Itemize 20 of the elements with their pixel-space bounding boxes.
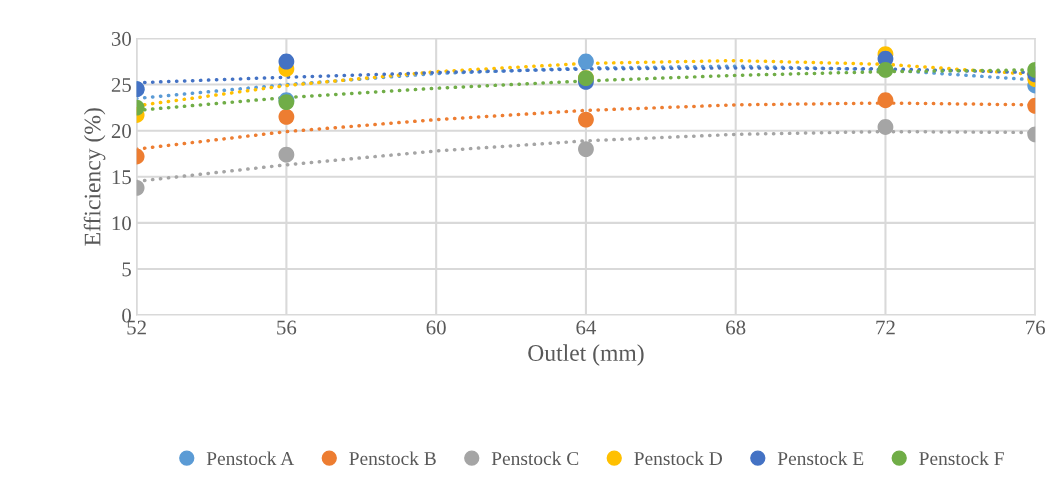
x-tick-label: 64 xyxy=(576,320,597,335)
x-tick-label: 72 xyxy=(876,320,895,335)
x-tick-label: 60 xyxy=(426,320,446,335)
y-tick-label: 15 xyxy=(112,170,131,185)
x-axis-title: Outlet (mm) xyxy=(528,344,644,366)
y-tick-label: 20 xyxy=(111,124,131,139)
legend-label: Penstock B xyxy=(349,451,436,466)
x-tick-label: 56 xyxy=(277,320,297,335)
legend-label: Penstock E xyxy=(777,451,864,466)
y-tick-label: 25 xyxy=(111,78,131,93)
x-tick-label: 76 xyxy=(1026,320,1046,335)
x-tick-label: 68 xyxy=(726,320,746,335)
legend-label: Penstock D xyxy=(634,451,723,466)
legend-label: Penstock C xyxy=(491,451,579,466)
y-axis-title: Efficiency (%) xyxy=(83,108,106,246)
y-tick-label: 30 xyxy=(111,31,131,46)
y-tick-label: 5 xyxy=(122,262,131,277)
legend-label: Penstock F xyxy=(919,451,1004,466)
legend-label: Penstock A xyxy=(206,451,295,466)
y-tick-label: 10 xyxy=(112,216,131,231)
